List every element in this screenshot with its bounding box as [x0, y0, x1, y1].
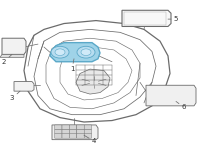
FancyBboxPatch shape — [62, 129, 69, 134]
Polygon shape — [52, 125, 98, 140]
FancyBboxPatch shape — [62, 125, 69, 129]
FancyBboxPatch shape — [84, 134, 92, 138]
FancyBboxPatch shape — [77, 134, 84, 138]
Ellipse shape — [77, 46, 95, 58]
Polygon shape — [50, 43, 100, 62]
FancyBboxPatch shape — [55, 134, 62, 138]
Polygon shape — [0, 54, 24, 57]
FancyBboxPatch shape — [77, 125, 84, 129]
FancyBboxPatch shape — [77, 129, 84, 134]
Polygon shape — [14, 82, 34, 91]
Polygon shape — [2, 38, 26, 54]
Polygon shape — [146, 85, 196, 106]
Ellipse shape — [55, 49, 65, 56]
FancyBboxPatch shape — [69, 129, 77, 134]
FancyBboxPatch shape — [69, 125, 77, 129]
FancyBboxPatch shape — [55, 129, 62, 134]
Polygon shape — [122, 10, 171, 26]
Ellipse shape — [81, 49, 91, 56]
FancyBboxPatch shape — [69, 134, 77, 138]
FancyBboxPatch shape — [62, 134, 69, 138]
Text: 6: 6 — [176, 101, 186, 110]
Text: 4: 4 — [84, 135, 96, 144]
FancyBboxPatch shape — [84, 125, 92, 129]
Text: 5: 5 — [168, 16, 178, 22]
Polygon shape — [76, 69, 110, 94]
FancyBboxPatch shape — [55, 125, 62, 129]
Text: 2: 2 — [2, 54, 12, 65]
FancyBboxPatch shape — [84, 129, 92, 134]
Text: 3: 3 — [10, 91, 20, 101]
Text: 1: 1 — [70, 59, 74, 72]
Ellipse shape — [51, 46, 69, 58]
